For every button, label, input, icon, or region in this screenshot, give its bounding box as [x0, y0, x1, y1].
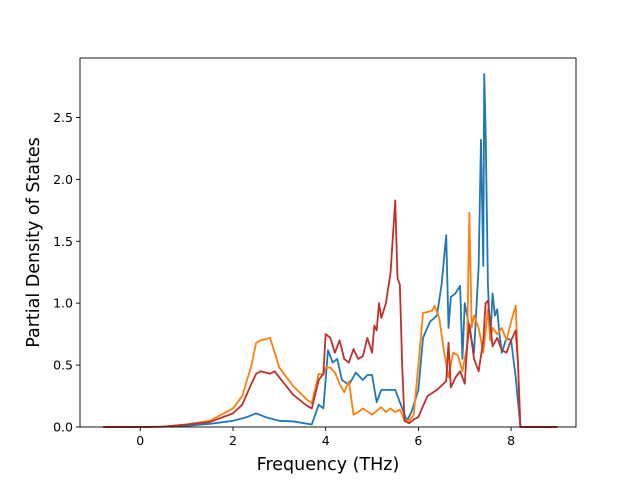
series-line-2: [103, 211, 558, 428]
x-tick-label: 0: [136, 433, 144, 448]
y-tick-label: 2.0: [53, 172, 73, 187]
x-tick-label: 4: [322, 433, 330, 448]
y-tick-label: 2.5: [53, 110, 73, 125]
x-tick-label: 8: [507, 433, 515, 448]
series-line-1: [103, 73, 558, 428]
y-axis-ticks: 0.0 0.5 1.0 1.5 2.0 2.5: [53, 110, 80, 435]
x-tick-label: 6: [414, 433, 422, 448]
y-tick-label: 0.0: [53, 420, 73, 435]
plot-frame: [79, 57, 577, 428]
y-axis-label: Partial Density of States: [24, 137, 44, 348]
series-line-3: [103, 199, 558, 428]
x-tick-label: 2: [229, 433, 237, 448]
x-axis-label: Frequency (THz): [257, 455, 400, 475]
y-tick-label: 0.5: [53, 358, 73, 373]
y-tick-label: 1.5: [53, 234, 73, 249]
series-layer: [103, 73, 558, 428]
x-axis-ticks: 0 2 4 6 8: [136, 427, 515, 448]
y-tick-label: 1.0: [53, 296, 73, 311]
